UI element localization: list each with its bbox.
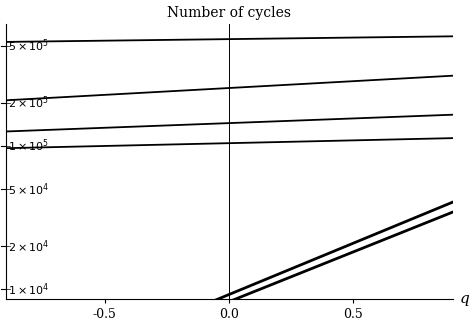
Text: $5 \times 10^5$: $5 \times 10^5$ bbox=[8, 38, 49, 55]
Text: $2 \times 10^5$: $2 \times 10^5$ bbox=[8, 95, 49, 112]
Text: $1 \times 10^4$: $1 \times 10^4$ bbox=[8, 281, 49, 298]
Text: $2 \times 10^4$: $2 \times 10^4$ bbox=[8, 238, 49, 254]
Text: $1 \times 10^5$: $1 \times 10^5$ bbox=[8, 138, 49, 154]
Title: Number of cycles: Number of cycles bbox=[167, 6, 291, 20]
Text: $5 \times 10^4$: $5 \times 10^4$ bbox=[8, 181, 49, 198]
Text: q: q bbox=[460, 292, 470, 306]
